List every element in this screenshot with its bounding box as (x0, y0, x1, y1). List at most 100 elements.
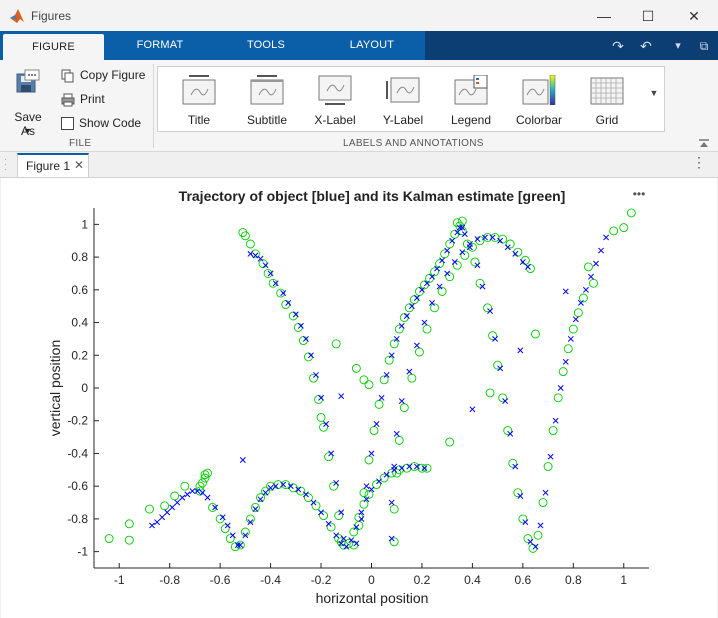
trajectory-point (497, 365, 504, 372)
trajectory-point (353, 524, 360, 531)
trajectory-point (522, 519, 529, 526)
ribbon-panel: Save As ▼ Copy Figure Print Show Code FI… (0, 60, 718, 152)
checkbox-box[interactable] (61, 117, 74, 131)
estimate-point (531, 329, 540, 339)
trajectory-point (237, 542, 244, 549)
legend-button[interactable]: Legend (437, 67, 505, 131)
quick-access-menu-icon[interactable]: ▾ (675, 40, 681, 52)
estimate-point (437, 287, 447, 296)
tab-figure[interactable]: FIGURE (3, 34, 104, 60)
estimate-point (240, 231, 250, 241)
undock-icon[interactable]: ⧉ (699, 39, 709, 53)
tab-format[interactable]: FORMAT (136, 39, 184, 51)
estimate-point (467, 242, 477, 252)
trajectory-point (295, 486, 302, 493)
maximize-button[interactable]: ☐ (641, 8, 655, 24)
xlabel-button[interactable]: X-Label (301, 67, 369, 131)
x-tick-label: 1 (620, 573, 627, 587)
estimate-point (208, 503, 218, 512)
estimate-point (513, 488, 523, 498)
x-tick-label: 0.8 (565, 573, 582, 587)
trajectory-point (313, 371, 319, 378)
estimate-point (124, 535, 134, 545)
estimate-point (235, 540, 245, 550)
colorbar-button[interactable]: Colorbar (505, 67, 573, 131)
title-button[interactable]: Title (165, 67, 233, 131)
copy-figure-button[interactable]: Copy Figure (61, 65, 145, 85)
trajectory-point (287, 483, 294, 490)
drag-grip-icon[interactable]: · · · (4, 154, 7, 174)
ribbon-tab-strip: FIGURE FORMAT TOOLS LAYOUT ↷ ↶ ▾ ⧉ (0, 31, 718, 60)
grid-button[interactable]: Grid (573, 67, 641, 131)
trajectory-point (439, 257, 446, 264)
legend-icon (454, 75, 488, 105)
subtitle-icon (250, 75, 284, 105)
trajectory-point (325, 520, 332, 527)
trajectory-point (487, 308, 494, 315)
tab-tools[interactable]: TOOLS (246, 39, 286, 51)
close-tab-icon[interactable]: ✕ (74, 158, 85, 172)
print-button[interactable]: Print (61, 89, 105, 109)
gallery-expand-icon[interactable]: ▼ (649, 88, 659, 98)
trajectory-point (537, 522, 544, 529)
subtitle-label: Subtitle (246, 113, 288, 127)
trajectory-point (436, 283, 443, 290)
estimate-point (334, 511, 344, 521)
trajectory-point (489, 234, 496, 241)
close-window-button[interactable]: ✕ (688, 8, 700, 24)
trajectory-point (479, 283, 486, 290)
redo-icon[interactable]: ↷ (612, 38, 624, 54)
estimate-point (422, 463, 432, 473)
estimate-point (483, 303, 492, 313)
trajectory-point (582, 286, 589, 293)
copy-icon (61, 69, 74, 83)
trajectory-point (598, 247, 605, 254)
estimate-point (518, 514, 528, 524)
axes-toolbar-icon[interactable]: ••• (633, 187, 646, 201)
trajectory-point (459, 249, 466, 256)
estimate-point (329, 481, 339, 491)
x-tick-label: 0.4 (464, 573, 481, 587)
undo-icon[interactable]: ↶ (640, 38, 652, 54)
x-tick-label: -0.8 (159, 573, 180, 587)
trajectory-point (474, 236, 481, 243)
trajectory-point (272, 483, 279, 490)
trajectory-point (285, 299, 292, 306)
estimate-point (543, 462, 553, 471)
trajectory-point (280, 481, 287, 488)
tick-marks: -1 -0.8 -0.6 -0.4 -0.2 0 0.2 0.4 0.6 0.8 1 1 0.8 0.6 0… (67, 217, 627, 587)
estimate-point (470, 257, 480, 267)
trajectory-point (388, 499, 395, 506)
chevron-down-icon: ▼ (23, 126, 32, 136)
estimate-point (488, 331, 498, 341)
estimate-point (379, 375, 389, 385)
trajectory-point (343, 543, 350, 550)
collapse-ribbon-icon[interactable] (697, 137, 711, 149)
ylabel-label: Y-Label (382, 113, 424, 127)
x-tick-label: -1 (114, 573, 125, 587)
trajectory-point (519, 259, 526, 265)
ylabel-button[interactable]: Y-Label (369, 67, 437, 131)
show-code-checkbox[interactable]: Show Code (61, 113, 141, 133)
trajectory-point (383, 471, 390, 478)
save-as-button[interactable]: Save As ▼ (6, 68, 50, 138)
trajectory-point (179, 494, 186, 501)
trajectory-point (393, 335, 400, 342)
estimate-point (452, 218, 462, 228)
subtitle-button[interactable]: Subtitle (233, 67, 301, 131)
save-as-label: Save As (14, 110, 42, 138)
more-options-icon[interactable]: ⋮ (692, 154, 706, 170)
estimate-point (240, 527, 250, 537)
tab-figure-1[interactable]: Figure 1 ✕ (17, 153, 89, 177)
minimize-button[interactable]: — (597, 8, 611, 24)
xlabel-icon (318, 75, 352, 105)
y-tick-label: 0 (81, 381, 88, 395)
trajectory-point (461, 231, 468, 238)
estimate-point (626, 208, 636, 218)
tab-layout[interactable]: LAYOUT (349, 39, 395, 51)
trajectory-point (368, 486, 375, 493)
trajectory-point (310, 499, 317, 506)
estimate-point (389, 537, 399, 547)
estimate-point (359, 499, 369, 509)
trajectory-point (406, 368, 413, 375)
